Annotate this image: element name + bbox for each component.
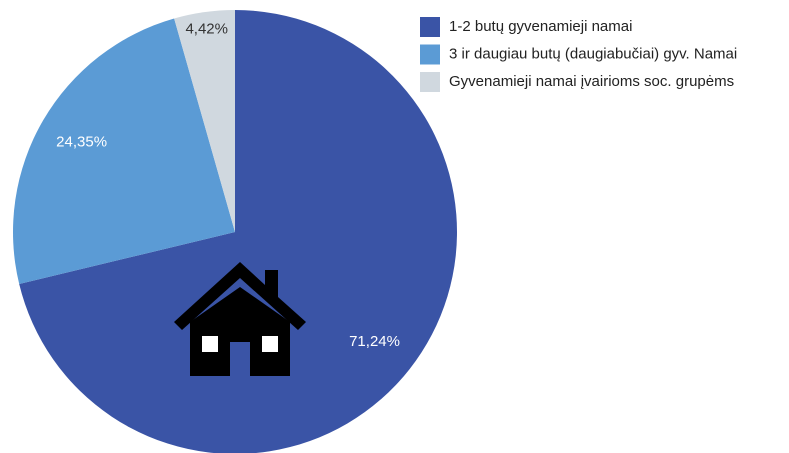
legend-swatch <box>420 72 440 92</box>
house-icon <box>174 262 306 376</box>
pie-slice <box>12 18 235 285</box>
pie-slice <box>19 10 457 453</box>
slice-label: 4,42% <box>185 21 228 38</box>
roof <box>174 262 306 330</box>
legend-swatch <box>420 17 440 37</box>
legend-label: 1-2 butų gyvenamieji namai <box>449 18 632 35</box>
legend-label: 3 ir daugiau butų (daugiabučiai) gyv. Na… <box>449 45 737 62</box>
slice-label: 24,35% <box>56 133 107 150</box>
pie <box>12 10 457 453</box>
legend-label: Gyvenamieji namai įvairioms soc. grupėms <box>449 73 734 90</box>
window <box>262 336 278 352</box>
pie-slice <box>174 10 235 232</box>
legend-swatch <box>420 44 440 65</box>
house-body <box>190 287 290 376</box>
slice-label: 71,24% <box>349 333 400 350</box>
window <box>202 336 218 352</box>
